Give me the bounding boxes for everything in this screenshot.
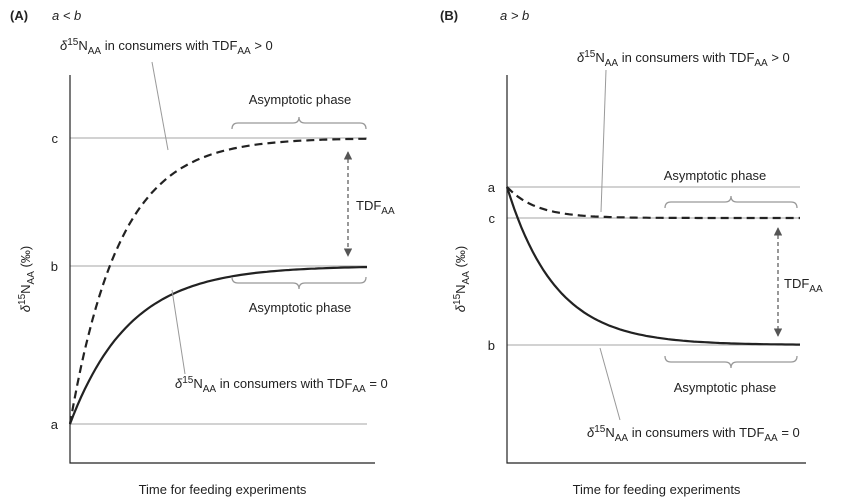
lower-note-part: 15: [182, 375, 194, 386]
upper-note-part: AA: [88, 46, 102, 57]
y-axis-label-part: (‰): [18, 246, 33, 271]
upper-note-part: N: [595, 50, 604, 65]
upper-note-part: AA: [754, 58, 768, 69]
phase-label: Asymptotic phase: [249, 300, 352, 315]
tdf-label: TDFAA: [356, 198, 395, 217]
tdf-label-part: AA: [381, 206, 395, 217]
tdf-label-part: AA: [809, 284, 823, 295]
y-axis-label-part: δ: [18, 304, 33, 312]
lower-note-part: AA: [615, 433, 629, 444]
y-axis-label-part: N: [18, 284, 33, 293]
upper-note-part: AA: [605, 58, 619, 69]
y-axis-label-part: AA: [26, 271, 37, 285]
upper-note-part: in consumers with TDF: [101, 38, 237, 53]
lower-note: δ15NAA in consumers with TDFAA = 0: [587, 424, 800, 444]
upper-note-part: δ: [577, 50, 585, 65]
level-label: b: [488, 338, 495, 353]
upper-note-part: N: [78, 38, 87, 53]
lower-note-part: AA: [764, 433, 778, 444]
axes: [506, 75, 806, 464]
lower-note-part: δ: [175, 376, 183, 391]
upper-note-part: 15: [584, 49, 596, 60]
brace: [231, 116, 367, 130]
leader-line: [151, 61, 169, 151]
lower-note-part: AA: [203, 384, 217, 395]
phase-label: Asymptotic phase: [664, 168, 767, 183]
panel-condition: a < b: [52, 8, 81, 23]
upper-note-part: δ: [60, 38, 68, 53]
curve-tdf-positive: [506, 186, 800, 220]
curve-tdf-positive: [68, 137, 368, 425]
level-label: c: [489, 211, 496, 226]
upper-note: δ15NAA in consumers with TDFAA > 0: [577, 49, 790, 69]
axes: [69, 75, 375, 464]
tdf-label-part: TDF: [356, 198, 381, 213]
lower-note-part: N: [193, 376, 202, 391]
level-label: c: [52, 131, 59, 146]
phase-label: Asymptotic phase: [249, 92, 352, 107]
lower-note-part: 15: [594, 424, 606, 435]
y-axis-label: δ15NAA (‰): [452, 246, 472, 312]
panel-tag: (A): [10, 8, 28, 23]
lower-note-part: AA: [352, 384, 366, 395]
x-axis-label: Time for feeding experiments: [139, 482, 307, 497]
brace: [664, 195, 798, 209]
leader-line: [600, 69, 607, 213]
brace: [231, 276, 367, 290]
curve-tdf-zero: [68, 266, 367, 425]
lower-note-part: = 0: [778, 425, 800, 440]
y-axis-label-part: (‰): [453, 246, 468, 271]
level-label: b: [51, 259, 58, 274]
y-axis-label-part: δ: [453, 304, 468, 312]
lower-note-part: in consumers with TDF: [216, 376, 352, 391]
upper-note-part: 15: [67, 37, 79, 48]
y-axis-label: δ15NAA (‰): [17, 246, 37, 312]
upper-note-part: > 0: [768, 50, 790, 65]
brace: [664, 355, 798, 369]
panel-condition: a > b: [500, 8, 529, 23]
lower-note: δ15NAA in consumers with TDFAA = 0: [175, 375, 388, 395]
y-axis-label-part: N: [453, 284, 468, 293]
lower-note-part: δ: [587, 425, 595, 440]
lower-note-part: = 0: [366, 376, 388, 391]
level-label: a: [51, 417, 59, 432]
lower-note-part: in consumers with TDF: [628, 425, 764, 440]
tdf-label: TDFAA: [784, 276, 823, 295]
upper-note-part: AA: [237, 46, 251, 57]
y-axis-label-part: AA: [461, 271, 472, 285]
level-label: a: [488, 180, 496, 195]
y-axis-label-part: 15: [17, 293, 28, 305]
leader-line: [599, 347, 621, 421]
upper-note-part: in consumers with TDF: [618, 50, 754, 65]
curve-tdf-zero: [505, 186, 800, 346]
y-axis-label-part: 15: [452, 293, 463, 305]
x-axis-label: Time for feeding experiments: [573, 482, 741, 497]
lower-note-part: N: [605, 425, 614, 440]
upper-note-part: > 0: [251, 38, 273, 53]
panel-tag: (B): [440, 8, 458, 23]
leader-line: [171, 289, 186, 375]
upper-note: δ15NAA in consumers with TDFAA > 0: [60, 37, 273, 57]
phase-label: Asymptotic phase: [674, 380, 777, 395]
tdf-label-part: TDF: [784, 276, 809, 291]
